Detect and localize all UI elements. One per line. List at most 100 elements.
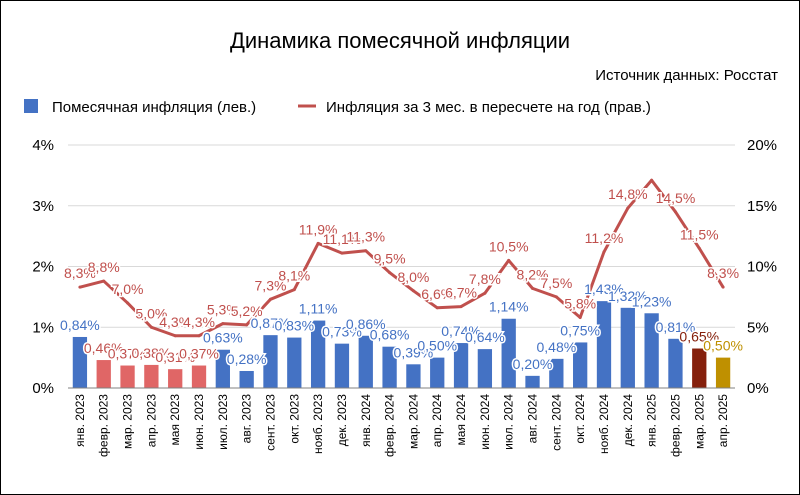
- legend: Помесячная инфляция (лев.) Инфляция за 3…: [24, 99, 651, 116]
- axes: 0% 0% 1% 5% 2% 10% 3% 15% 4% 20% янв. 2023 февр. 20…: [32, 137, 777, 457]
- line-value-label: 7,0%: [112, 281, 144, 297]
- bar-value-label: 0,81%: [656, 319, 696, 335]
- line-point: [554, 295, 558, 299]
- bar: [692, 348, 707, 388]
- line-value-label: 11,5%: [680, 226, 719, 242]
- line-point: [626, 206, 630, 210]
- y-right-tick-label: 15%: [747, 198, 777, 215]
- x-tick-label: февр. 2025: [668, 394, 682, 457]
- bar-value-label: 1,32%: [608, 288, 648, 304]
- line-point: [245, 323, 249, 327]
- line-point: [697, 246, 701, 250]
- line-point: [578, 316, 582, 320]
- x-tick-label: апр. 2025: [716, 394, 730, 448]
- legend-label-bar: Помесячная инфляция (лев.): [52, 99, 256, 116]
- x-tick-label: июл. 2023: [216, 394, 230, 450]
- bar-value-label: 0,68%: [370, 327, 410, 343]
- x-tick-label: июл. 2024: [502, 394, 516, 450]
- line-value-label: 11,1%: [323, 231, 362, 247]
- y-right-tick-label: 10%: [747, 259, 777, 276]
- bar: [453, 343, 469, 388]
- bar: [406, 364, 421, 388]
- y-right-tick-label: 5%: [747, 319, 769, 336]
- bar: [120, 365, 135, 388]
- y-right-tick-label: 20%: [747, 137, 777, 154]
- x-tick-label: окт. 2023: [287, 394, 301, 444]
- line-point: [78, 285, 82, 289]
- line-value-label: 11,9%: [299, 221, 338, 237]
- x-tick-label: авг. 2024: [526, 394, 540, 444]
- bar-value-label: 0,46%: [84, 340, 124, 356]
- bar: [477, 349, 493, 388]
- line-value-label: 8,1%: [278, 268, 310, 284]
- bar: [573, 342, 588, 388]
- line-value-label: 6,7%: [445, 285, 477, 301]
- bar-value-label: 0,63%: [203, 330, 243, 346]
- x-tick-label: нояб. 2023: [311, 394, 325, 454]
- bar-value-label: 0,74%: [441, 323, 481, 339]
- x-tick-label: сент. 2024: [549, 394, 563, 451]
- line-value-label: 7,5%: [540, 275, 572, 291]
- y-left-tick-label: 2%: [32, 259, 54, 276]
- bar-value-label: 1,11%: [299, 301, 338, 317]
- line-value-label: 14,5%: [656, 190, 696, 206]
- x-tick-label: дек. 2024: [621, 394, 635, 447]
- line-value-label: 14,8%: [608, 186, 648, 202]
- line-value-label: 5,3%: [207, 302, 239, 318]
- bar-value-label: 0,50%: [703, 338, 743, 354]
- bar-value-label: 0,84%: [60, 317, 100, 333]
- line-value-label: 5,0%: [135, 305, 167, 321]
- bar: [168, 369, 183, 388]
- chart-title: Динамика помесячной инфляции: [230, 28, 570, 53]
- bar-value-label: 0,73%: [322, 324, 362, 340]
- line-value-label: 5,8%: [564, 296, 596, 312]
- x-tick-label: мар. 2024: [406, 394, 420, 449]
- data-labels: 0,84%0,46%0,37%0,38%0,31%0,37%0,63%0,28%…: [59, 185, 745, 374]
- bar-value-label: 0,48%: [536, 339, 576, 355]
- line-point: [721, 285, 725, 289]
- line-point: [221, 322, 225, 326]
- line-value-label: 8,3%: [707, 265, 739, 281]
- y-left-tick-label: 3%: [32, 198, 54, 215]
- bar: [263, 335, 278, 388]
- x-tick-label: нояб. 2024: [597, 394, 611, 454]
- line-point: [411, 289, 415, 293]
- line-value-label: 9,5%: [374, 251, 406, 267]
- x-tick-label: июн. 2023: [192, 394, 206, 450]
- bar: [549, 358, 564, 388]
- line-point: [388, 271, 392, 275]
- bar-value-label: 0,83%: [274, 318, 314, 334]
- line-point: [197, 334, 201, 338]
- x-tick-label: авг. 2023: [240, 394, 254, 444]
- x-tick-label: дек. 2023: [335, 394, 349, 447]
- x-tick-label: янв. 2025: [645, 394, 659, 447]
- bar: [287, 337, 302, 388]
- line-point: [292, 288, 296, 292]
- bar: [191, 365, 207, 388]
- line-point: [507, 258, 511, 262]
- line-value-label: 8,3%: [64, 265, 96, 281]
- bar: [310, 320, 326, 388]
- line-point: [435, 306, 439, 310]
- bar: [382, 346, 397, 388]
- bar-value-label: 0,31%: [155, 349, 195, 365]
- bar: [715, 357, 731, 388]
- bar-value-label: 0,37%: [108, 346, 148, 362]
- x-tick-label: мая 2024: [454, 394, 468, 446]
- y-left-tick-label: 4%: [32, 137, 54, 154]
- line-value-label: 7,8%: [469, 271, 501, 287]
- bar: [430, 357, 445, 388]
- bar: [668, 338, 683, 388]
- bar: [239, 370, 254, 388]
- y-right-tick-label: 0%: [747, 380, 769, 397]
- bar-value-label: 0,38%: [132, 345, 172, 361]
- line-point: [602, 250, 606, 254]
- line-value-label: 8,8%: [88, 259, 120, 275]
- x-tick-label: февр. 2024: [383, 394, 397, 457]
- bar: [620, 307, 635, 388]
- bar-value-label: 0,65%: [679, 329, 719, 345]
- bar-value-label: 0,64%: [465, 329, 505, 345]
- y-left-tick-label: 1%: [32, 319, 54, 336]
- bar: [358, 335, 373, 388]
